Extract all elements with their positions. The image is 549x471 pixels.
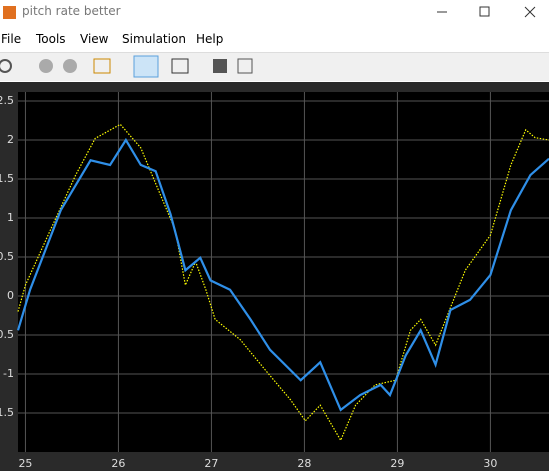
x-tick-label: 25 bbox=[18, 457, 32, 470]
y-tick-label: -0.5 bbox=[0, 328, 14, 341]
axes bbox=[18, 92, 549, 452]
measure-button[interactable] bbox=[238, 59, 252, 73]
x-tick-label: 26 bbox=[111, 457, 125, 470]
y-tick-label: 1 bbox=[7, 211, 14, 224]
menu-item[interactable]: Help bbox=[196, 32, 223, 46]
maximize[interactable] bbox=[480, 7, 489, 16]
toolbar-icons bbox=[0, 53, 549, 81]
zoom-button[interactable] bbox=[134, 56, 158, 77]
toolbar bbox=[0, 52, 549, 81]
x-tick-label: 29 bbox=[390, 457, 404, 470]
menu-item[interactable]: View bbox=[80, 32, 108, 46]
y-tick-label: 0.5 bbox=[0, 250, 14, 263]
y-tick-label: 0 bbox=[7, 289, 14, 302]
y-tick-label: 2.5 bbox=[0, 94, 14, 107]
plot: 25 26 27 28 29 30 -1.5 -1 -0.5 0 0.5 1 1.5 2 2.5 bbox=[0, 82, 549, 471]
fit-button[interactable] bbox=[172, 59, 188, 73]
menu-item[interactable]: Simulation bbox=[122, 32, 186, 46]
menu-item[interactable]: Tools bbox=[36, 32, 66, 46]
y-tick-label: -1 bbox=[3, 367, 14, 380]
app-icon bbox=[3, 6, 16, 19]
stop-button[interactable] bbox=[63, 59, 77, 73]
close[interactable] bbox=[525, 7, 535, 17]
x-tick-label: 27 bbox=[204, 457, 218, 470]
x-tick-label: 28 bbox=[297, 457, 311, 470]
settings-button[interactable] bbox=[0, 60, 11, 72]
y-tick-label: 1.5 bbox=[0, 172, 14, 185]
y-tick-label: -1.5 bbox=[0, 406, 14, 419]
menu-item[interactable]: File bbox=[1, 32, 21, 46]
y-tick-label: 2 bbox=[7, 133, 14, 146]
title-bar: pitch rate better bbox=[0, 0, 549, 26]
style-button[interactable] bbox=[213, 59, 227, 73]
signal-button[interactable] bbox=[94, 59, 110, 73]
menu-bar: File Tools View Simulation Help bbox=[0, 28, 549, 50]
x-tick-label: 30 bbox=[483, 457, 497, 470]
run-button[interactable] bbox=[39, 59, 53, 73]
window-title: pitch rate better bbox=[22, 4, 121, 18]
